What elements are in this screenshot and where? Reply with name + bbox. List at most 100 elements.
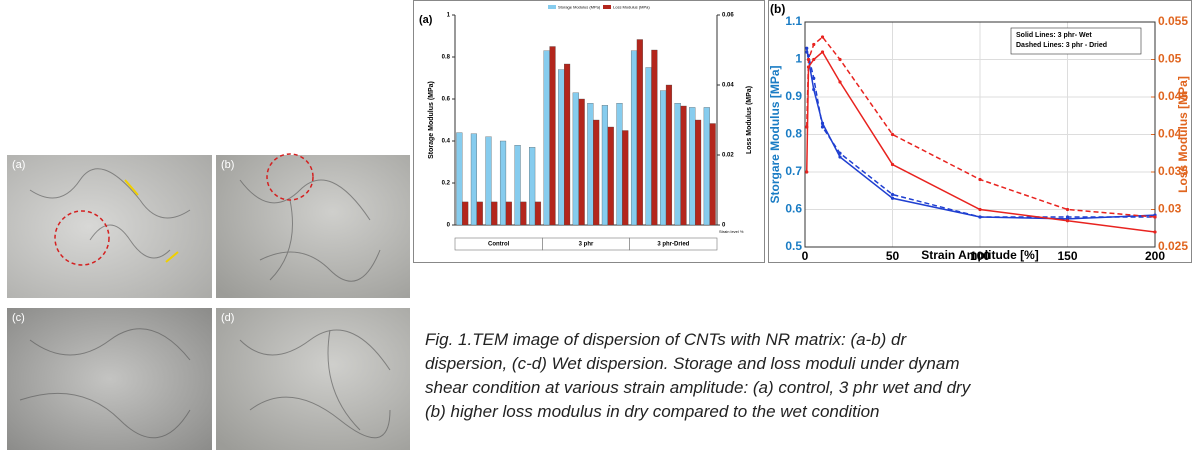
bar [476,201,483,226]
series-marker [838,57,842,62]
y2-tick-label: 0.055 [1158,14,1188,28]
series-marker [1065,215,1070,219]
x-tick-label: 0 [802,249,809,263]
series-marker [1065,219,1070,223]
bar [558,69,565,226]
y-tick-label: 1.1 [785,14,802,28]
y2-tick-label: 0.06 [722,13,734,19]
y2-axis-title: Loss Modulus (MPa) [746,86,753,154]
series-marker [890,132,895,137]
bar [549,46,556,226]
legend-swatch [603,5,611,9]
caption-line: (b) higher loss modulus in dry compared … [425,402,880,421]
y-tick-label: 0.4 [442,139,451,145]
series-marker [820,35,825,39]
group-label: 3 phr [579,242,594,248]
y2-tick-label: 0.04 [1158,127,1182,141]
legend-label: Storage Modulus (MPa) [558,5,601,10]
legend-label: Loss Modulus (MPa) [613,5,650,10]
image-label: (a) [12,159,25,171]
bar [529,147,536,226]
tem-images: (a) (b) (c) (d) [7,153,410,450]
legend-box [1010,27,1142,55]
highlight-circle [54,210,110,266]
caption-line: dispersion, (c-d) Wet dispersion. Storag… [425,354,960,373]
series-marker [890,162,895,167]
y-tick-label: 0.6 [785,202,802,216]
legend-swatch [548,5,556,9]
caption-line: shear condition at various strain amplit… [425,378,971,397]
bar [601,105,608,226]
bar [622,130,629,226]
series-marker [805,50,809,54]
bar [491,201,498,226]
bar [616,103,623,226]
bar [607,126,614,226]
y-tick-label: 0.2 [442,181,451,187]
tem-image [216,308,410,450]
x-axis-title: Strain level % [719,229,744,234]
bar [578,98,585,226]
x-axis-title: Strain Amplitude [%] [921,248,1039,262]
series-marker [890,192,895,197]
y-tick-label: 1 [795,52,802,66]
tem-image [7,155,212,298]
bar [485,136,492,226]
series-marker [978,207,982,212]
y-tick-label: 0.9 [785,89,802,103]
chart-a: (a) 0 0.2 0.4 0.6 0.8 1 0 0.02 0.04 0.06 Storage Mo… [413,0,765,263]
bar [665,84,673,226]
y-axis-title: Storgare Modulus [MPa] [768,65,782,203]
y-tick-label: 0.6 [442,97,451,103]
series-marker [890,196,895,200]
y2-tick-label: 0.025 [1158,239,1188,253]
y-tick-label: 0.7 [785,164,802,178]
x-tick-label: 50 [886,249,900,263]
series-marker [978,215,982,219]
series-marker [820,125,825,129]
bar [462,201,469,226]
series-marker [805,125,809,129]
y2-tick-label: 0.045 [1158,89,1188,103]
series-marker [1153,215,1157,219]
series-marker [820,50,825,54]
series-marker [1153,230,1157,234]
group-label: 3 phr-Dried [657,242,689,248]
bar [689,107,696,226]
tem-image [7,308,212,450]
x-tick-label: 150 [1057,249,1077,263]
bar [660,90,667,226]
y2-axis-title: Loss Modulus [MPa] [1176,76,1190,193]
bar [534,201,542,226]
group-box [629,237,718,251]
bar [709,123,716,226]
bar [680,105,687,226]
arrows [124,179,179,263]
bar [520,201,527,226]
bar [587,103,594,226]
y-axis-title: Storage Modulus (MPa) [428,81,435,159]
series-marker [812,42,816,47]
series-marker [812,57,816,62]
image-label: (b) [221,159,234,171]
y-tick-label: 0 [447,223,451,229]
bar [645,67,652,226]
legend-label: Solid Lines: 3 phr- Wet [1016,32,1092,39]
bar [572,92,579,226]
x-tick-label: 100 [970,249,990,263]
bar [470,133,477,226]
chart-b: (b) 0 50 100 150 200 0.5 0.6 0.7 0.8 0.9 1 1.1 0.025 0… [768,0,1192,263]
image-label: (c) [12,312,25,324]
caption: Fig. 1.TEM image of dispersion of CNTs w… [425,328,1193,450]
bar [499,140,507,226]
y2-tick-label: 0.05 [1158,52,1182,66]
bar [456,132,463,226]
panel-label: (b) [770,2,785,16]
bar [630,50,638,226]
series-marker [806,57,811,62]
series-marker [812,87,816,92]
x-tick-label: 200 [1145,249,1165,263]
y2-tick-label: 0.035 [1158,164,1188,178]
fibers [19,168,391,439]
